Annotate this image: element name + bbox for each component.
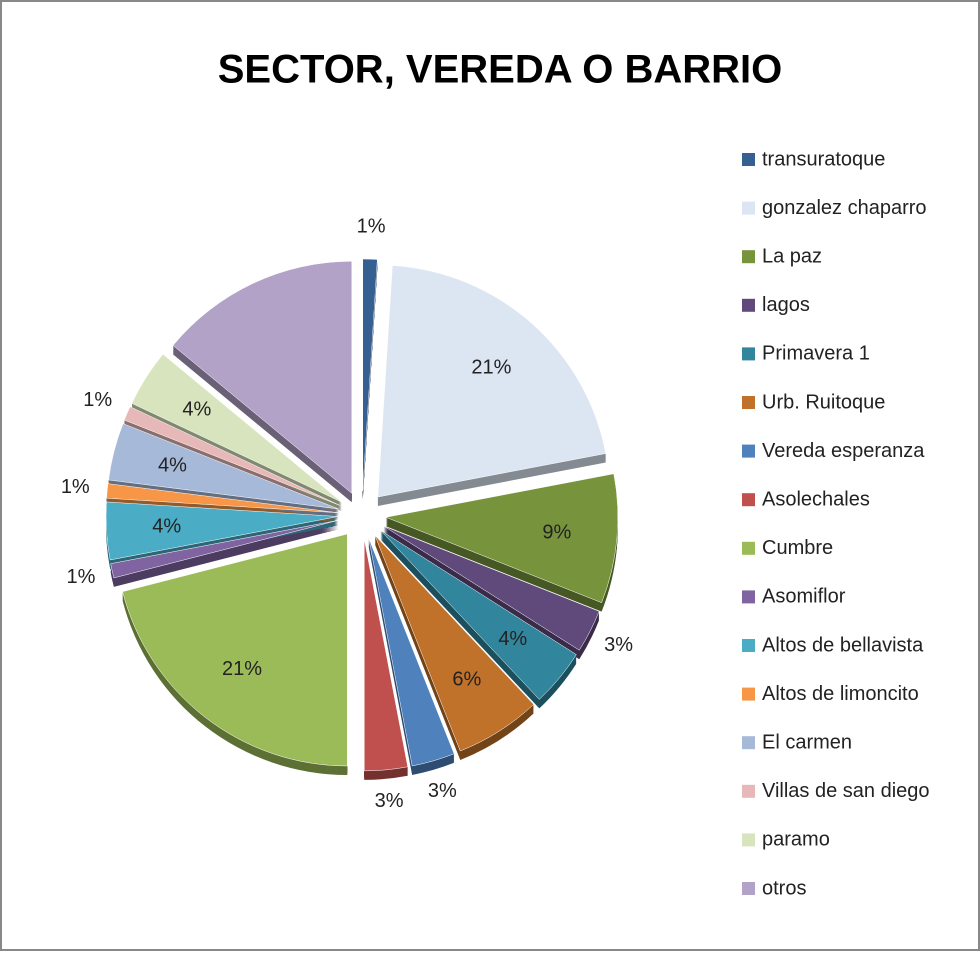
data-label: 1% — [357, 215, 386, 237]
slice-side — [110, 528, 339, 586]
data-label: 4% — [158, 455, 187, 477]
data-label: 1% — [66, 566, 95, 588]
slice-side — [110, 523, 339, 581]
slice — [122, 533, 348, 767]
legend-marker — [742, 250, 755, 264]
data-label: 3% — [428, 780, 457, 802]
data-label: 6% — [452, 668, 481, 690]
data-label: 9% — [542, 522, 571, 544]
slice-side — [110, 522, 339, 580]
slice — [110, 519, 339, 579]
legend-label: La paz — [762, 245, 822, 267]
legend-label: otros — [762, 877, 806, 899]
data-label: 4% — [498, 628, 527, 650]
data-label: 1% — [61, 476, 90, 498]
slice-side — [110, 529, 339, 587]
legend-marker — [742, 298, 755, 312]
legend-label: Altos de bellavista — [762, 634, 924, 656]
legend-marker — [742, 687, 755, 701]
legend-marker — [742, 639, 755, 652]
legend-label: Asomiflor — [762, 586, 846, 608]
legend-label: Asolechales — [762, 488, 870, 510]
data-label: 4% — [182, 398, 211, 420]
legend-label: El carmen — [762, 731, 852, 753]
legend-label: paramo — [762, 829, 830, 851]
legend-marker — [742, 153, 755, 166]
slice — [368, 537, 455, 767]
legend-marker — [742, 347, 755, 361]
legend-marker — [742, 882, 755, 895]
slice — [385, 473, 619, 603]
slice — [364, 538, 409, 772]
chart-title: SECTOR, VEREDA O BARRIO — [218, 48, 783, 92]
legend-marker — [742, 541, 755, 555]
legend-label: transuratoque — [762, 148, 885, 170]
legend-label: Urb. Ruitoque — [762, 391, 885, 413]
legend-label: Primavera 1 — [762, 343, 870, 365]
legend-label: gonzalez chaparro — [762, 197, 927, 219]
slice-side — [110, 524, 339, 582]
legend-label: lagos — [762, 294, 810, 316]
slice — [108, 423, 339, 510]
slice — [131, 353, 342, 503]
slice — [106, 483, 339, 513]
legend-label: Cumbre — [762, 537, 833, 559]
data-label: 4% — [152, 516, 181, 538]
legend-label: Vereda esperanza — [762, 440, 925, 462]
legend-marker — [742, 833, 755, 847]
legend-marker — [742, 396, 755, 409]
slice — [105, 501, 339, 561]
data-label: 21% — [222, 658, 262, 680]
slice — [374, 535, 535, 752]
slice — [123, 406, 341, 506]
data-label: 3% — [604, 634, 633, 656]
slice — [172, 261, 353, 494]
slice — [362, 258, 378, 492]
legend-marker — [742, 736, 755, 750]
data-label: 21% — [471, 356, 511, 378]
slice-side — [110, 526, 339, 584]
data-label: 3% — [375, 790, 404, 812]
slice-side — [110, 527, 339, 585]
slice — [380, 530, 577, 700]
legend-label: Altos de limoncito — [762, 683, 919, 705]
data-label: 1% — [83, 389, 112, 411]
slice-side — [110, 525, 339, 583]
slice — [383, 525, 600, 651]
legend-marker — [742, 201, 755, 215]
slice — [377, 265, 607, 498]
legend-label: Villas de san diego — [762, 780, 930, 802]
legend-marker — [742, 590, 755, 604]
legend-marker — [742, 784, 755, 798]
legend-marker — [742, 493, 755, 507]
legend-marker — [742, 444, 755, 458]
